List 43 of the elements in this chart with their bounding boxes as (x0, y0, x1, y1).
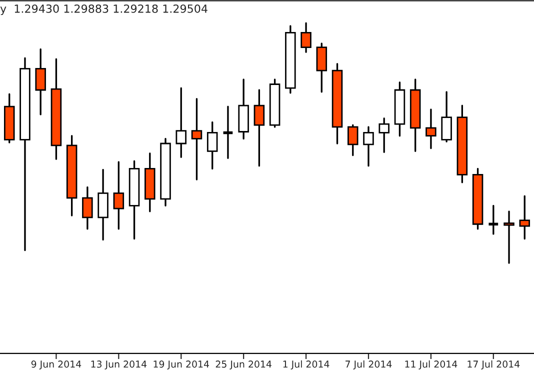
candlestick (487, 204, 500, 235)
candlestick (504, 210, 514, 264)
candlestick (394, 81, 406, 137)
candlestick (410, 78, 421, 152)
candlestick (222, 106, 234, 159)
candlestick (316, 42, 328, 93)
candlestick (426, 108, 436, 150)
candlestick (128, 160, 140, 240)
x-tick-label: 11 Jul 2014 (405, 360, 458, 370)
candlestick (378, 117, 390, 153)
candlestick (269, 78, 280, 128)
candlestick (519, 195, 530, 240)
candlestick (50, 58, 62, 160)
candlestick (160, 138, 171, 206)
candlestick (285, 25, 296, 94)
candlestick (191, 98, 202, 180)
candlestick (332, 63, 343, 144)
candlestick (363, 126, 374, 167)
candlestick (176, 87, 186, 158)
x-tick-label: 19 Jun 2014 (154, 360, 209, 370)
x-tick-label: 1 Jul 2014 (283, 360, 330, 370)
candlestick (82, 186, 93, 230)
x-tick-label: 13 Jun 2014 (91, 360, 147, 370)
candlestick (300, 22, 312, 53)
x-tick-label: 25 Jun 2014 (216, 360, 272, 370)
candlestick (472, 168, 484, 230)
candlestick (348, 124, 358, 156)
candlestick (98, 168, 108, 241)
candlestick (35, 48, 46, 116)
x-tick-label: 9 Jun 2014 (31, 360, 82, 370)
candlestick (4, 93, 15, 144)
candlestick (20, 57, 30, 252)
candlestick (456, 104, 468, 184)
text: y 1.29430 1.29883 1.29218 1.29504 (0, 4, 208, 16)
candlestick (238, 78, 249, 140)
candlestick (66, 134, 78, 216)
x-tick-label: 17 Jul 2014 (468, 360, 520, 370)
candlestick (144, 152, 156, 212)
candlestick (254, 89, 265, 167)
candlestick (113, 161, 124, 230)
x-tick-label: 7 Jul 2014 (346, 360, 392, 370)
candlestick (206, 121, 218, 170)
candlestick (441, 91, 452, 142)
